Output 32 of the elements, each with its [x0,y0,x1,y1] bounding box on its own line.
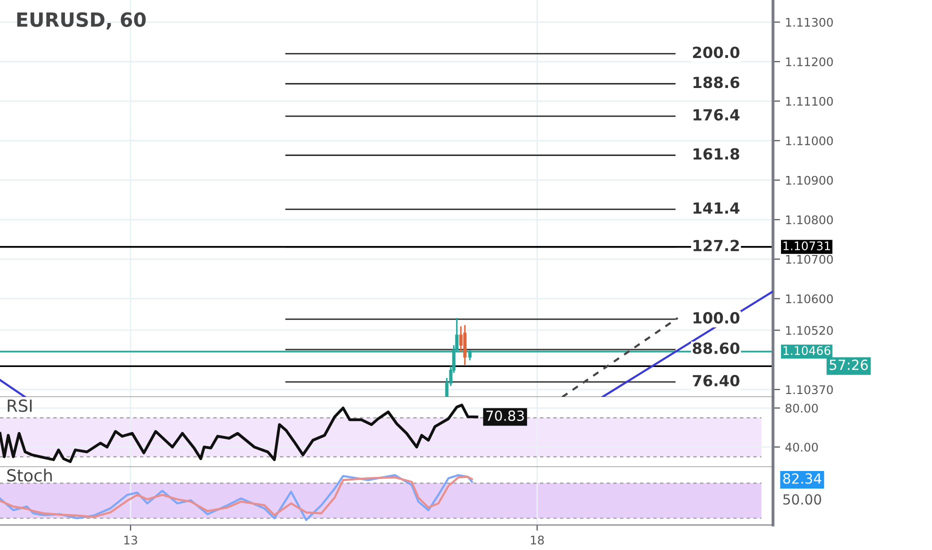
y-tick-label: 40.00 [785,442,818,452]
data-label: 70.83 [486,410,524,421]
y-tick-label: 1.11000 [786,136,833,146]
text: 50.00 [783,494,822,505]
y-tick-label: 1.10600 [786,294,833,304]
y-tick-label: 1.11300 [786,18,833,27]
annotation: 188.6 [694,76,740,88]
ref-line-label: 1.10466 [784,346,830,355]
x-tick-label: 18 [530,536,544,545]
text: EURUSD, 60 [17,12,146,30]
x-tick-label: 13 [124,536,138,545]
annotation: 88.60 [692,342,740,354]
chart-title: RSI [8,399,32,412]
text: 82.34 [783,473,822,484]
annotation: 127.2 [694,240,739,252]
annotation: 176.4 [694,109,740,121]
y-tick-label: 1.10800 [786,215,833,224]
annotation: 200.0 [693,46,740,58]
annotation: 76.40 [692,374,740,386]
y-tick-label: 1.10520 [786,326,833,335]
y-tick-label: 80.00 [786,404,818,413]
y-tick-label: 1.10900 [786,176,833,185]
chart-title: Stoch [7,468,52,482]
annotation: 141.4 [694,202,740,214]
annotation: 161.8 [694,148,740,160]
ref-line-label: 1.10731 [784,241,830,250]
y-tick-label: 1.11100 [786,96,833,106]
annotation: 100.0 [694,312,740,324]
y-tick-label: 1.10700 [786,254,833,264]
y-tick-label: 1.11200 [786,57,833,66]
text: 57:26 [830,360,868,370]
y-tick-label: 1.10370 [786,385,833,394]
